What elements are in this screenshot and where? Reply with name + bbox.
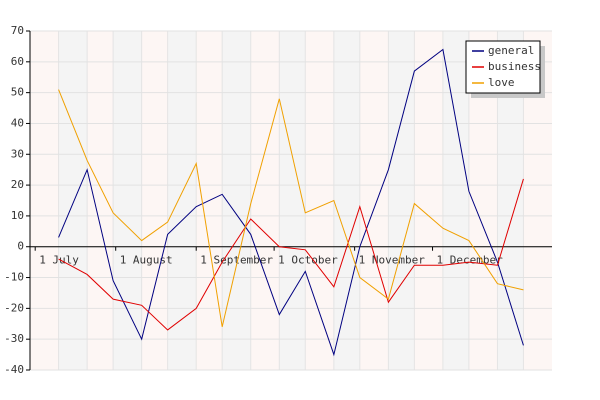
y-tick-label: -10 bbox=[4, 271, 24, 284]
line-series bbox=[58, 178, 524, 331]
y-tick-label: -40 bbox=[4, 363, 24, 376]
y-tick-label: 20 bbox=[11, 178, 24, 191]
line-series bbox=[58, 89, 524, 327]
band bbox=[141, 31, 168, 370]
band bbox=[333, 31, 360, 370]
y-tick-label: 30 bbox=[11, 147, 24, 160]
band bbox=[113, 31, 142, 370]
y-tick-label: -20 bbox=[4, 301, 24, 314]
legend-label: love bbox=[488, 76, 515, 89]
y-tick-label: 0 bbox=[17, 240, 24, 253]
y-tick-label: -30 bbox=[4, 332, 24, 345]
x-tick-label: 1 December bbox=[437, 254, 504, 267]
line-series bbox=[58, 48, 524, 357]
band bbox=[359, 31, 389, 370]
band bbox=[305, 31, 334, 370]
x-tick-label: 1 August bbox=[120, 254, 173, 267]
band bbox=[58, 31, 88, 370]
y-tick-label: 50 bbox=[11, 86, 24, 99]
band bbox=[250, 31, 280, 370]
band bbox=[279, 31, 306, 370]
y-tick-label: 60 bbox=[11, 55, 24, 68]
band bbox=[442, 31, 469, 370]
x-tick-label: 1 October bbox=[278, 254, 338, 267]
y-tick-label: 40 bbox=[11, 116, 24, 129]
y-tick-label: 70 bbox=[11, 24, 24, 37]
band bbox=[87, 31, 114, 370]
x-tick-label: 1 September bbox=[200, 254, 273, 267]
band bbox=[388, 31, 415, 370]
band bbox=[414, 31, 443, 370]
y-tick-label: 10 bbox=[11, 209, 24, 222]
legend-label: business bbox=[488, 60, 541, 73]
band bbox=[30, 31, 59, 370]
legend-label: general bbox=[488, 44, 534, 57]
band bbox=[167, 31, 197, 370]
x-tick-label: 1 July bbox=[39, 254, 79, 267]
